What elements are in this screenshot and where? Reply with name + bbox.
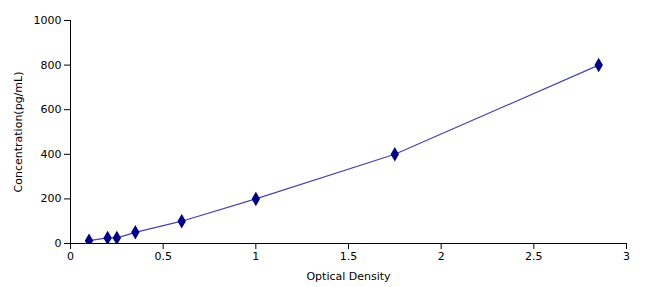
svg-text:Concentration(pg/mL): Concentration(pg/mL) [12,72,25,193]
svg-text:800: 800 [41,59,62,72]
svg-text:Optical Density: Optical Density [306,270,391,283]
svg-text:2.5: 2.5 [525,250,543,263]
svg-text:2: 2 [438,250,445,263]
svg-text:0: 0 [67,250,74,263]
svg-text:1.5: 1.5 [340,250,358,263]
svg-text:200: 200 [41,192,62,205]
svg-text:600: 600 [41,103,62,116]
svg-text:3: 3 [623,250,630,263]
svg-text:1000: 1000 [34,14,62,27]
svg-text:1: 1 [252,250,259,263]
svg-text:400: 400 [41,148,62,161]
svg-text:0: 0 [55,237,62,250]
svg-text:0.5: 0.5 [154,250,172,263]
